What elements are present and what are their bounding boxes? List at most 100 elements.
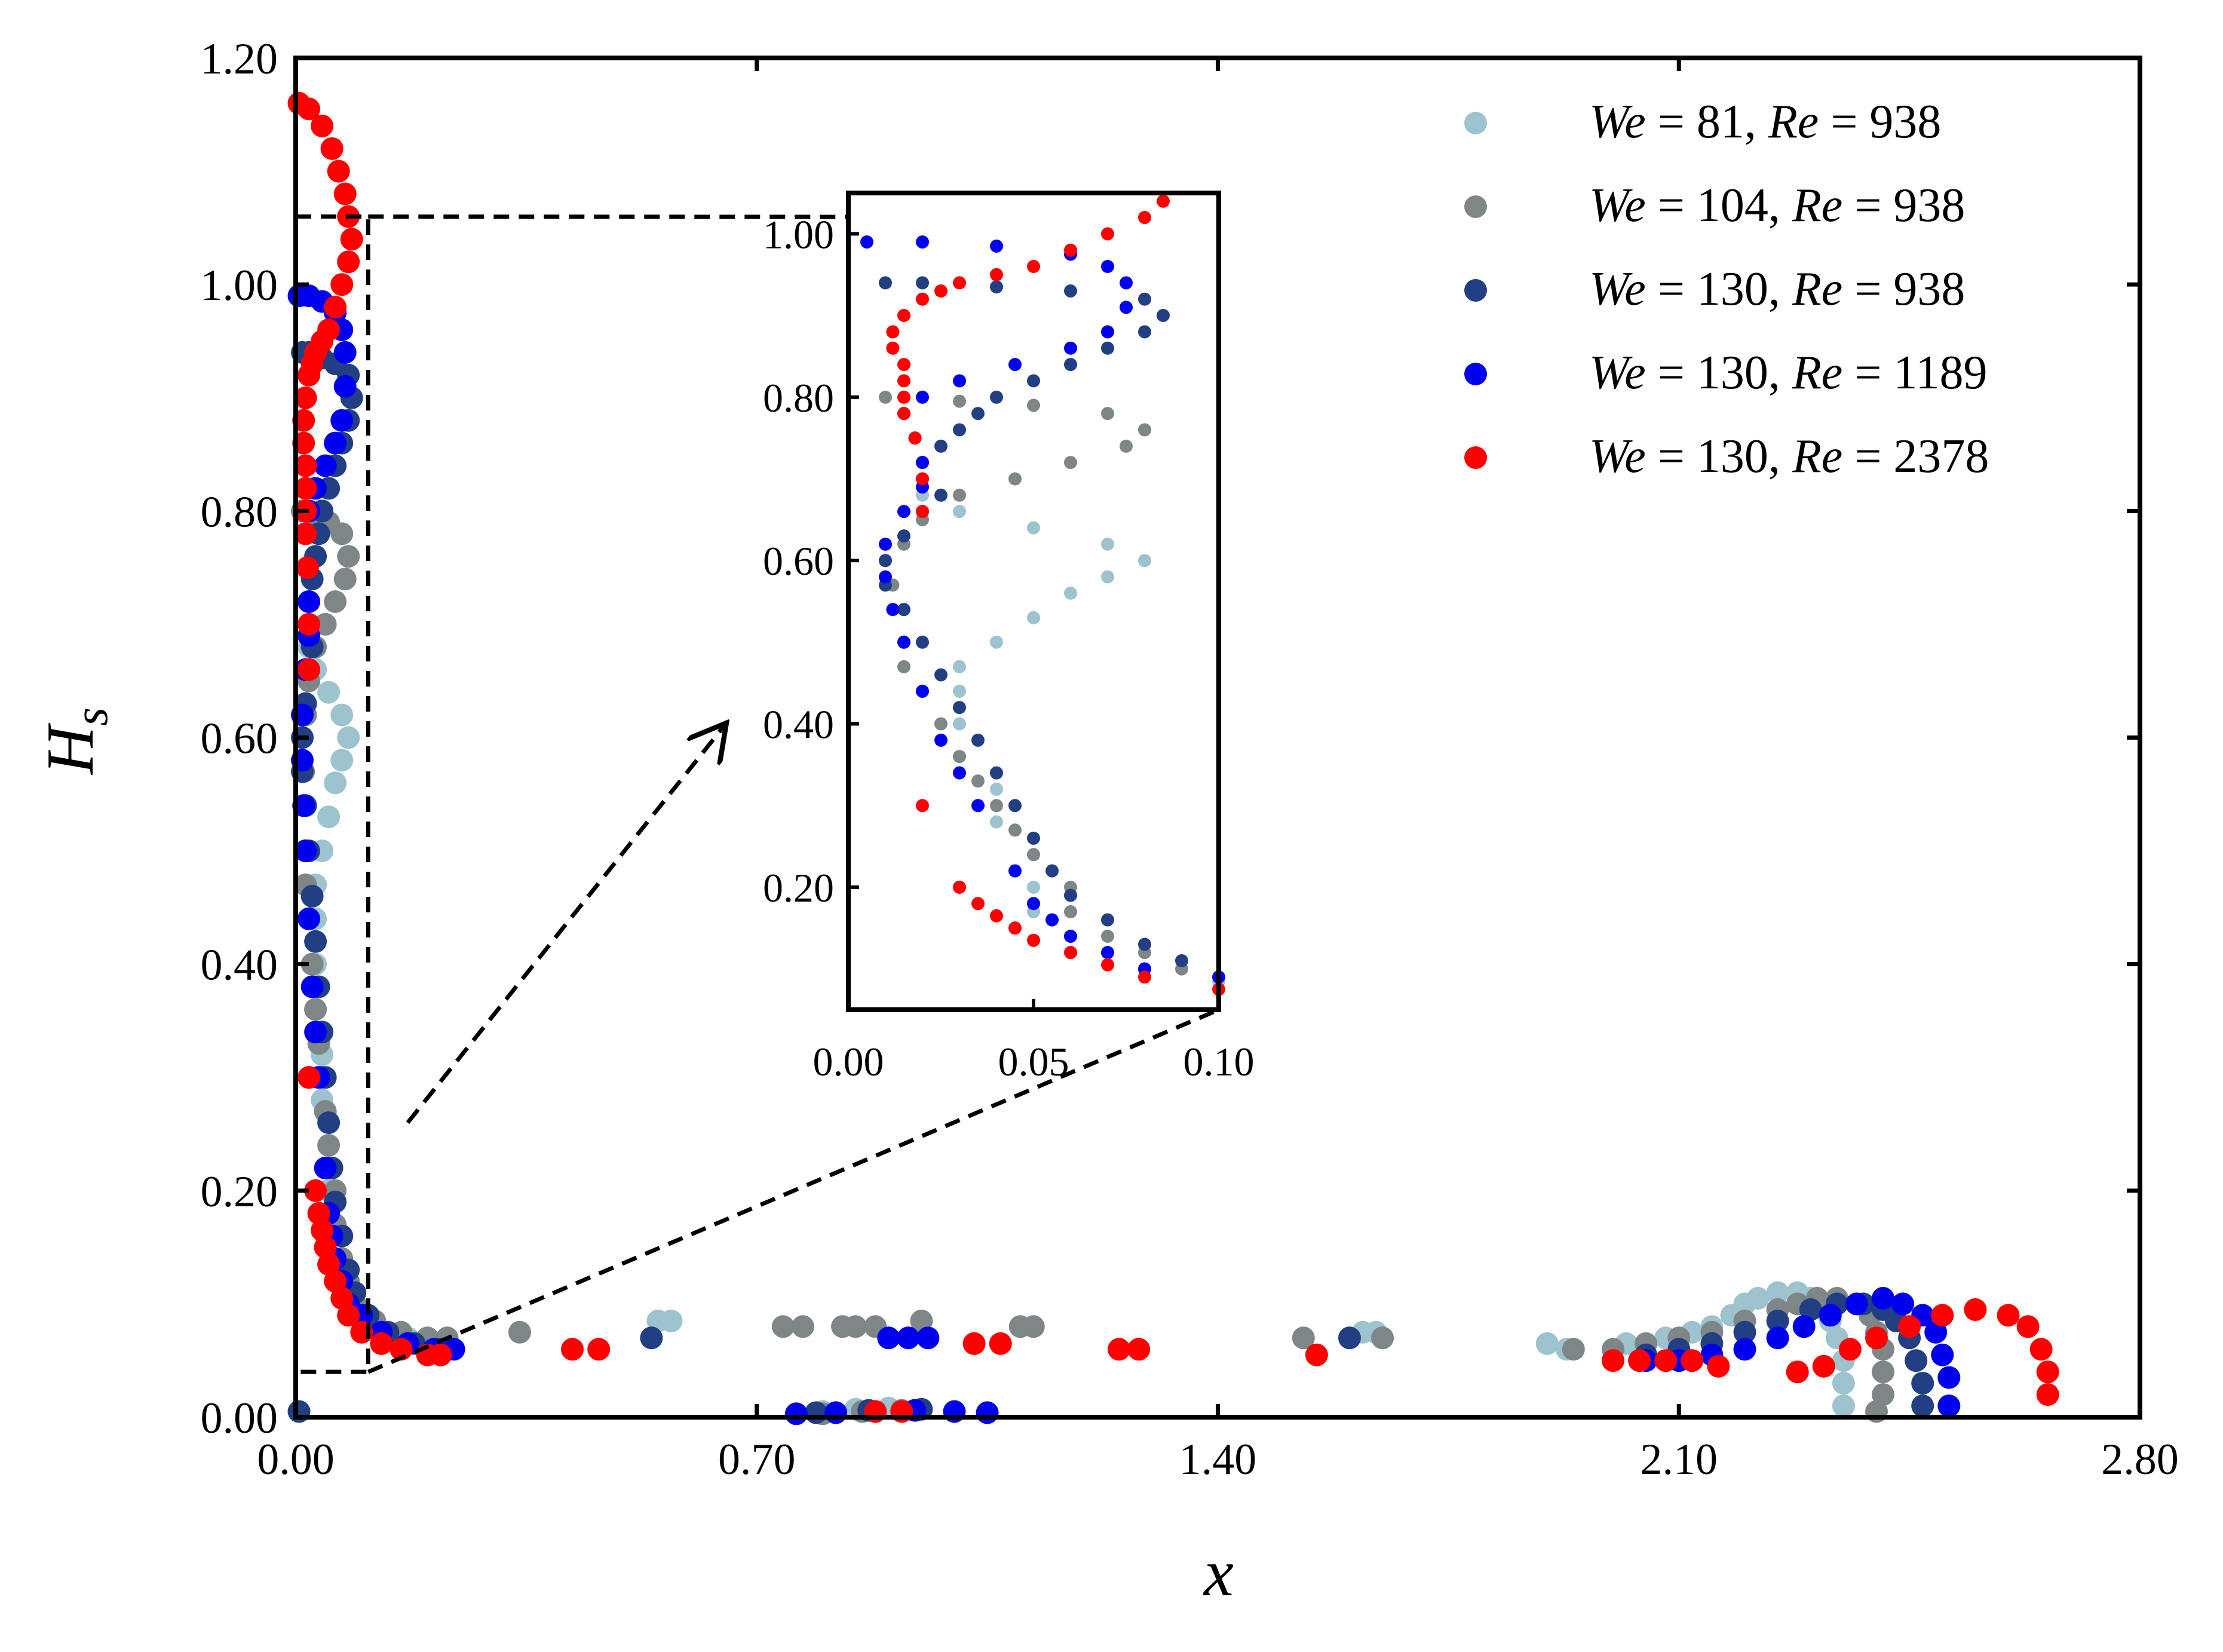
legend-label: We = 130, Re = 1189: [1589, 347, 1987, 399]
data-point: [370, 1332, 393, 1355]
inset-data-point: [1101, 341, 1114, 355]
data-point: [1865, 1326, 1888, 1350]
data-point: [330, 1286, 354, 1310]
data-point: [962, 1332, 986, 1355]
data-point: [771, 1315, 795, 1338]
inset-data-point: [897, 309, 910, 322]
inset-data-point: [990, 766, 1003, 780]
data-point: [333, 182, 357, 206]
inset-data-point: [1101, 946, 1114, 960]
data-point: [791, 1315, 814, 1338]
inset-data-point: [990, 909, 1003, 922]
y-tick-label: 0.80: [201, 488, 278, 537]
data-point: [311, 114, 334, 137]
legend-marker: [1464, 363, 1487, 385]
inset-data-point: [886, 325, 900, 339]
inset-data-point: [916, 799, 929, 813]
inset-data-point: [897, 390, 910, 404]
data-point: [314, 1156, 337, 1179]
inset-data-point: [971, 774, 985, 788]
inset-data-point: [1008, 823, 1022, 837]
inset-data-point: [1064, 358, 1077, 372]
inset-data-point: [1064, 888, 1077, 902]
inset-data-point: [971, 799, 985, 813]
inset-data-point: [971, 733, 985, 747]
data-point: [304, 1179, 327, 1202]
data-point: [294, 839, 317, 863]
data-point: [1338, 1326, 1361, 1350]
inset-data-point: [953, 488, 966, 502]
data-point: [989, 1332, 1012, 1355]
inset-background: [848, 193, 1219, 1010]
legend-label: We = 104, Re = 938: [1589, 179, 1965, 232]
inset-data-point: [897, 529, 910, 543]
legend-entry-4: We = 130, Re = 1189: [1464, 347, 1987, 399]
inset-data-point: [1027, 260, 1040, 273]
inset-data-point: [990, 239, 1003, 253]
inset-data-point: [1027, 848, 1040, 862]
inset-data-point: [934, 668, 948, 682]
inset-data-point: [1008, 358, 1022, 372]
data-point: [337, 250, 360, 274]
legend-marker: [1464, 195, 1487, 218]
inset-data-point: [916, 292, 929, 306]
inset-data-point: [916, 276, 929, 290]
inset-data-point: [916, 472, 929, 486]
inset-data-point: [897, 603, 910, 617]
data-point: [320, 137, 344, 160]
inset-data-point: [916, 390, 929, 404]
data-point: [1746, 1286, 1770, 1310]
inset-y-tick-label: 0.20: [763, 865, 834, 911]
data-point: [317, 1111, 341, 1135]
inset-data-point: [1101, 407, 1114, 421]
inset-data-point: [971, 897, 985, 911]
inset-data-point: [897, 505, 910, 519]
data-point: [1681, 1349, 1704, 1372]
inset-data-point: [1008, 864, 1022, 878]
data-point: [324, 431, 347, 455]
inset-data-point: [990, 815, 1003, 829]
inset-data-point: [1138, 970, 1151, 984]
data-point: [1872, 1360, 1894, 1384]
main-plot-points: [287, 91, 2059, 1426]
data-point: [330, 749, 354, 772]
inset-data-point: [1175, 954, 1188, 967]
x-axis-title: x: [1203, 1536, 1234, 1610]
inset-data-point: [897, 374, 910, 388]
inset-data-point: [908, 431, 922, 445]
data-point: [805, 1401, 827, 1424]
inset-axis-ticks: 0.00 0.05 0.10 0.20 0.40 0.60 0.80 1.00: [763, 212, 1255, 1084]
data-point: [317, 681, 341, 704]
inset-data-point: [1101, 325, 1114, 339]
inset-data-point: [934, 733, 948, 747]
data-point: [1905, 1349, 1928, 1372]
y-tick-label: 0.40: [201, 941, 278, 990]
inset-data-point: [1138, 325, 1151, 339]
inset-data-point: [886, 603, 900, 617]
inset-series-5-points: [886, 194, 1225, 996]
zoom-box: [293, 214, 370, 1374]
inset-data-point: [953, 276, 966, 290]
inset-data-point: [1064, 341, 1077, 355]
x-tick-label: 2.80: [2101, 1435, 2179, 1484]
data-point: [1838, 1338, 1862, 1361]
zoom-connector-top: [368, 214, 849, 219]
inset-data-point: [1120, 276, 1133, 290]
data-point: [314, 454, 337, 477]
data-point: [1733, 1338, 1756, 1361]
data-point: [296, 556, 319, 580]
data-point: [1911, 1394, 1934, 1417]
y-tick-label: 1.20: [201, 35, 278, 84]
inset-data-point: [1064, 946, 1077, 960]
data-point: [330, 273, 354, 296]
data-point: [2029, 1338, 2053, 1361]
data-point: [784, 1402, 808, 1426]
data-point: [294, 454, 317, 477]
inset-data-point: [1008, 472, 1022, 486]
inset-data-point: [1027, 521, 1040, 535]
inset-plot-points: [860, 194, 1225, 996]
data-point: [824, 1401, 848, 1424]
inset-data-point: [1027, 933, 1040, 947]
data-point: [1371, 1326, 1394, 1350]
inset-data-point: [1064, 456, 1077, 470]
